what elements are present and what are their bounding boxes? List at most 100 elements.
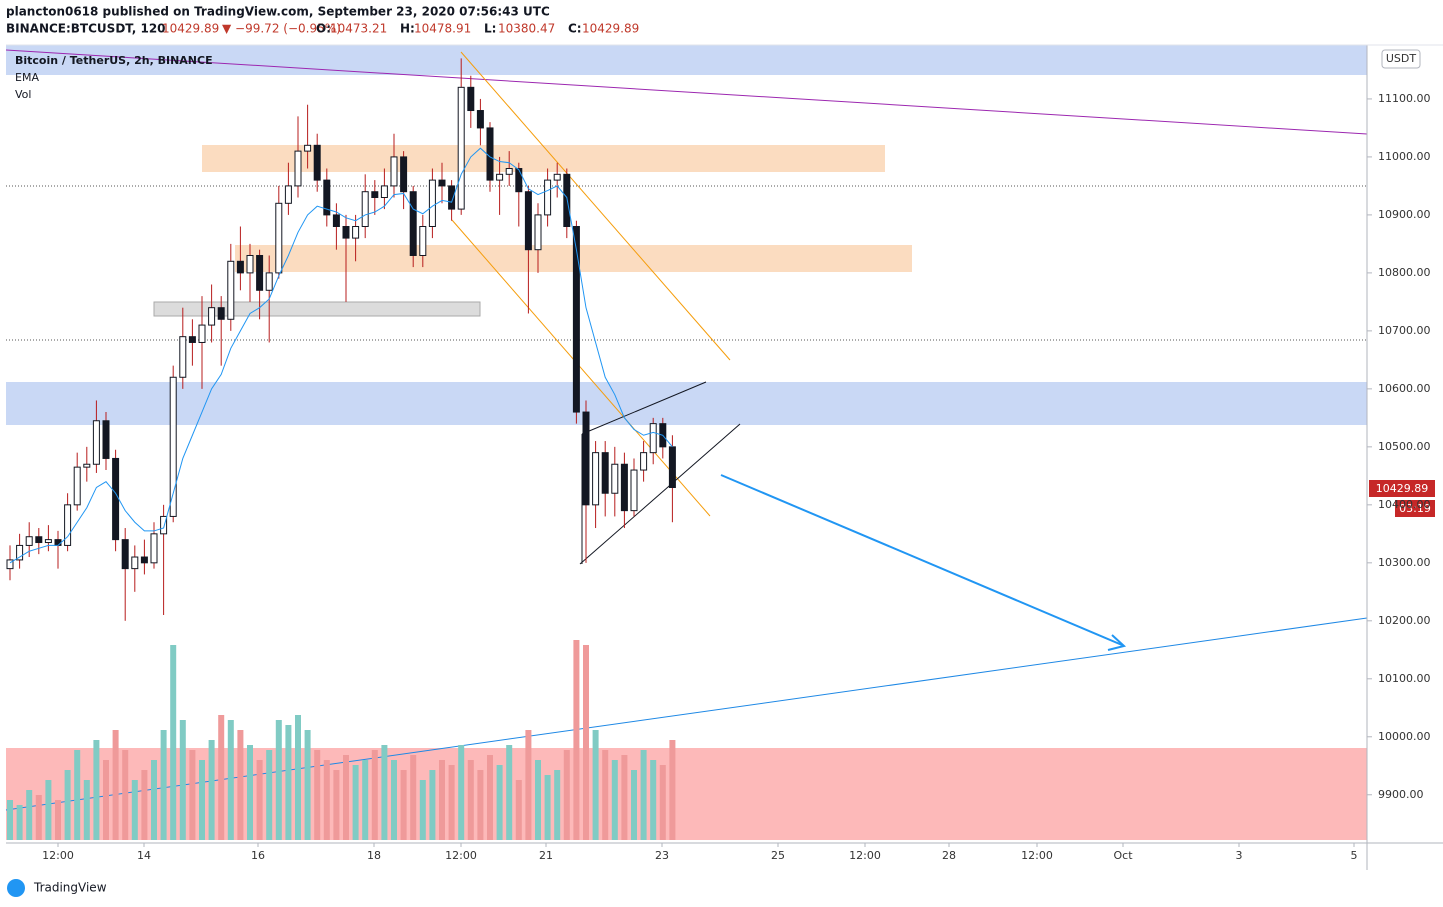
candle-body	[400, 156, 408, 193]
candle-body	[544, 179, 552, 216]
candle-body	[409, 191, 417, 256]
countdown-tag	[1395, 500, 1435, 517]
candle-body	[54, 539, 62, 546]
candle-body	[563, 173, 571, 227]
volume-bar	[467, 760, 474, 840]
volume-bar	[93, 740, 100, 840]
candle-body	[419, 225, 427, 256]
brand: TradingView	[33, 881, 107, 895]
x-tick-label: 3	[1236, 849, 1243, 862]
arrow-head	[1107, 634, 1127, 651]
y-tick-label: 9900.00	[1378, 788, 1424, 801]
candle-body	[112, 457, 120, 541]
volume-bar	[362, 760, 369, 840]
channel	[451, 219, 711, 517]
candle-body	[620, 463, 628, 512]
candle-body	[630, 469, 638, 512]
volume-bar	[131, 780, 138, 840]
volume-bar	[55, 800, 61, 840]
y-tick-label: 10400.00	[1378, 498, 1431, 511]
volume-bar	[64, 770, 71, 840]
x-tick-label: 23	[655, 849, 669, 862]
ohlc-label: H:	[400, 22, 415, 36]
x-tick-label: 12:00	[445, 849, 477, 862]
volume-bar	[487, 755, 493, 840]
volume-bar	[237, 730, 244, 840]
candle-body	[16, 544, 24, 561]
candle-body	[35, 536, 43, 544]
volume-bar	[45, 780, 52, 840]
price-tag	[1369, 480, 1435, 497]
candle-body	[457, 86, 465, 210]
candle-body	[332, 214, 340, 227]
candle-body	[44, 539, 52, 544]
volume-bar	[563, 750, 570, 840]
volume-bar	[7, 800, 13, 840]
candle-body	[496, 173, 504, 181]
x-tick-label: 16	[251, 849, 265, 862]
candle-body	[476, 110, 484, 129]
currency-box	[1381, 49, 1421, 69]
candle-body	[284, 185, 292, 204]
zone	[6, 382, 1367, 425]
candle-body	[438, 179, 446, 187]
x-tick-label: 18	[367, 849, 381, 862]
x-tick-label: Oct	[1113, 849, 1133, 862]
symbol: BINANCE:BTCUSDT, 120	[6, 22, 166, 36]
volume-bar	[122, 750, 129, 840]
volume-bar	[400, 770, 407, 840]
x-tick-label: 12:00	[1021, 849, 1053, 862]
volume-bar	[285, 725, 292, 840]
candle-body	[265, 272, 273, 291]
y-tick-label: 10500.00	[1378, 440, 1431, 453]
volume-bar	[343, 755, 349, 840]
volume-bar	[496, 765, 503, 840]
candle-body	[179, 336, 187, 378]
arrow	[720, 474, 1123, 646]
x-tick-label: 5	[1351, 849, 1358, 862]
y-tick-label: 10700.00	[1378, 324, 1431, 337]
wedge	[581, 381, 707, 435]
volume-bar	[218, 715, 225, 840]
volume-bar	[419, 780, 426, 840]
volume-bar	[602, 750, 609, 840]
y-tick-label: 10000.00	[1378, 730, 1431, 743]
candle-body	[131, 556, 139, 570]
candle-body	[534, 214, 542, 251]
volume-bar	[112, 730, 119, 840]
volume-bar	[448, 765, 455, 840]
volume-bar	[506, 745, 513, 840]
volume-bar	[314, 750, 321, 840]
currency: USDT	[1386, 52, 1417, 65]
y-tick-label: 11100.00	[1378, 92, 1431, 105]
x-tick-label: 14	[137, 849, 151, 862]
volume-bar	[256, 760, 263, 840]
volume-bar	[381, 745, 388, 840]
candle-body	[601, 452, 609, 494]
volume-bar	[371, 750, 378, 840]
volume-bar	[429, 770, 436, 840]
volume-bar	[170, 645, 177, 840]
volume-bar	[199, 760, 205, 840]
volume-bar	[669, 740, 676, 840]
zone	[153, 301, 481, 317]
volume-bar	[458, 745, 465, 840]
drawings	[5, 45, 1368, 840]
ohlc-value: 10429.89	[582, 22, 639, 36]
y-tick-label: 10600.00	[1378, 382, 1431, 395]
volume-bar	[208, 740, 215, 840]
candle-body	[467, 86, 475, 112]
volume-bar	[179, 720, 186, 840]
volume-bar	[439, 760, 445, 840]
volume-bar	[640, 750, 647, 840]
candle-body	[83, 463, 91, 468]
countdown: 03:19	[1399, 502, 1431, 515]
y-tick-label: 10200.00	[1378, 614, 1431, 627]
volume-bar	[304, 730, 311, 840]
y-tick-label: 10300.00	[1378, 556, 1431, 569]
volume-bar	[83, 780, 90, 840]
y-tick-label: 10800.00	[1378, 266, 1431, 279]
ohlc-value: 10478.91	[414, 22, 471, 36]
ema-line	[9, 147, 673, 564]
